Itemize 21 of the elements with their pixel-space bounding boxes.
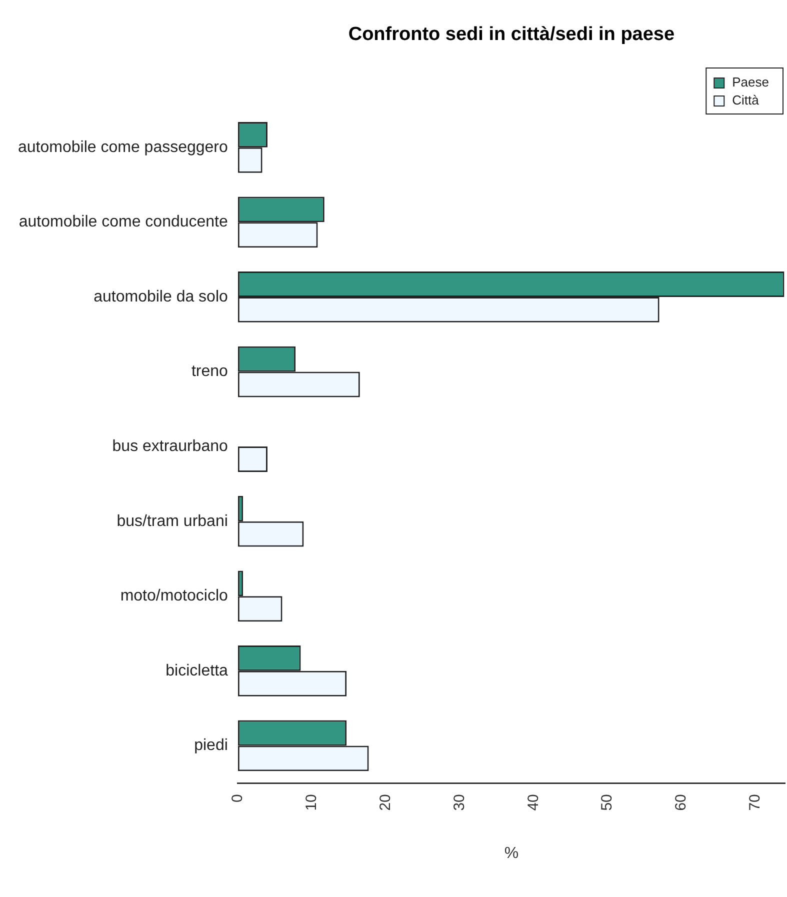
x-tick-label: 40: [524, 794, 542, 811]
x-tick-label: 10: [302, 794, 320, 811]
y-tick-label: moto/motociclo: [120, 588, 228, 605]
x-tick-label: 30: [450, 794, 468, 811]
x-tick-label: 70: [746, 794, 764, 811]
y-tick-label: bus/tram urbani: [116, 512, 228, 530]
x-tick-label: 50: [598, 794, 616, 811]
y-tick-label: automobile da solo: [94, 288, 228, 306]
chart-title: Confronto sedi in città/sedi in paese: [348, 24, 675, 46]
y-tick-label: automobile come passeggero: [18, 138, 228, 156]
x-tick-label: 0: [229, 794, 246, 802]
x-axis-title: %: [504, 844, 519, 862]
legend-label: Paese: [732, 74, 770, 90]
y-tick-label: treno: [191, 363, 228, 380]
x-tick-label: 60: [672, 794, 690, 811]
x-tick-label: 20: [376, 794, 394, 811]
y-tick-label: bus extraurbano: [112, 438, 228, 455]
y-tick-label: automobile come conducente: [18, 214, 228, 231]
legend-label: Città: [732, 92, 760, 108]
y-tick-label: bicicletta: [166, 662, 228, 680]
y-tick-label: piedi: [194, 737, 228, 754]
